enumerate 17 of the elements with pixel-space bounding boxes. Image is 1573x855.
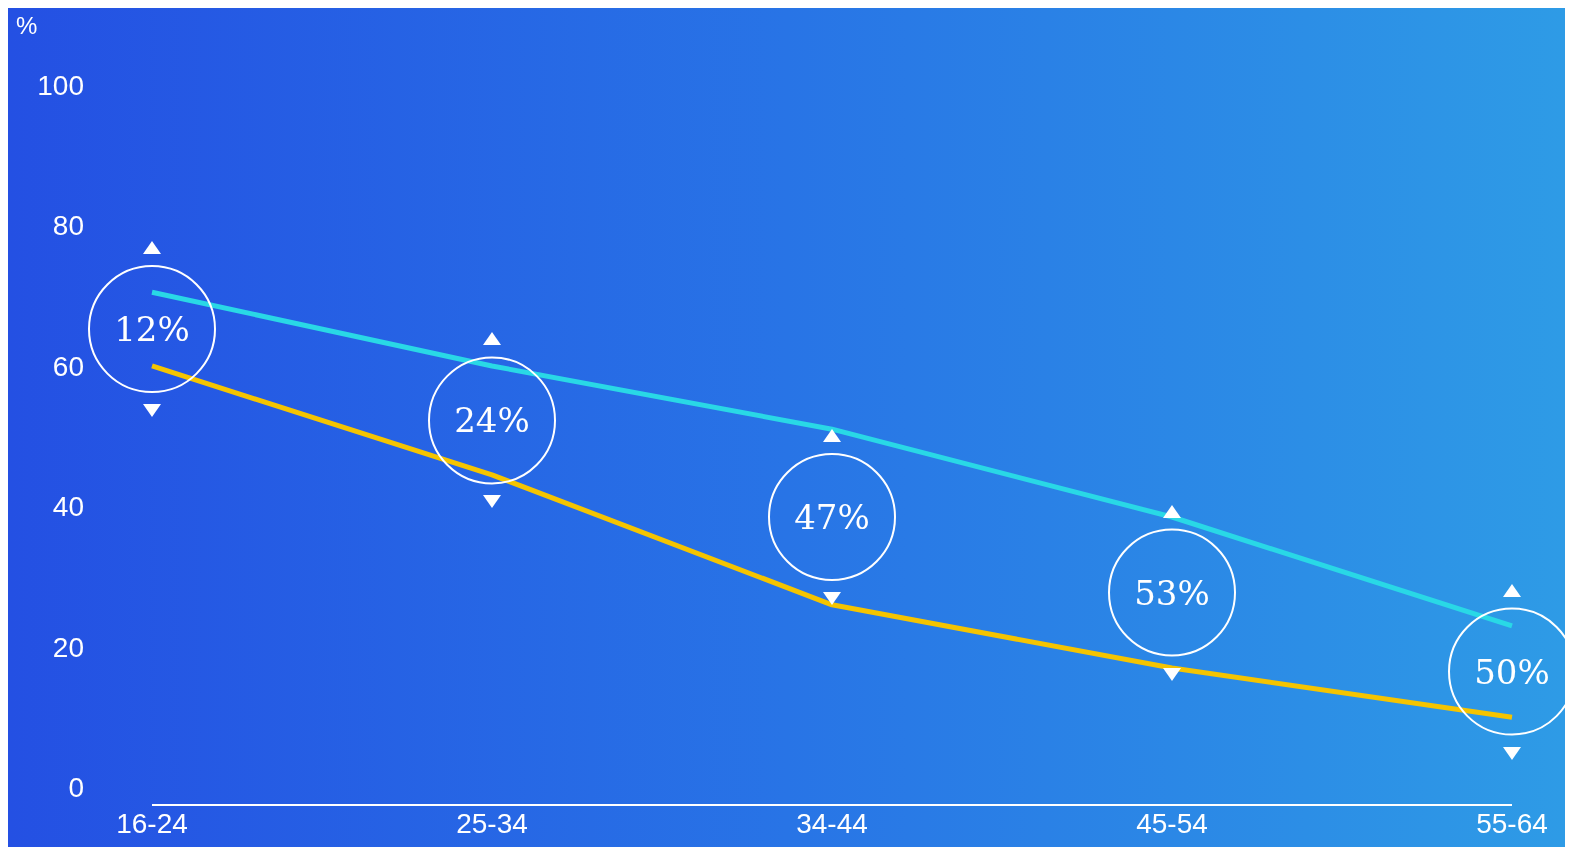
y-tick-label: 100 [37, 69, 84, 101]
annotation: 12% [114, 309, 190, 350]
y-tick-label: 80 [52, 210, 84, 242]
annotation: 47% [794, 497, 870, 537]
y-tick-label: 60 [52, 350, 84, 382]
x-tick-label: 55-64 [1476, 807, 1548, 839]
annotation: 50% [1474, 651, 1550, 692]
y-axis-title: % [16, 12, 38, 40]
x-tick-label: 25-34 [456, 807, 528, 839]
y-tick-label: 40 [52, 491, 84, 523]
y-tick-label: 0 [68, 772, 84, 804]
x-tick-label: 45-54 [1136, 807, 1208, 839]
annotation: 24% [454, 400, 530, 441]
x-tick-label: 16-24 [116, 807, 188, 839]
y-tick-label: 20 [52, 631, 84, 663]
x-tick-label: 34-44 [796, 807, 868, 839]
annotation: 53% [1134, 572, 1210, 613]
